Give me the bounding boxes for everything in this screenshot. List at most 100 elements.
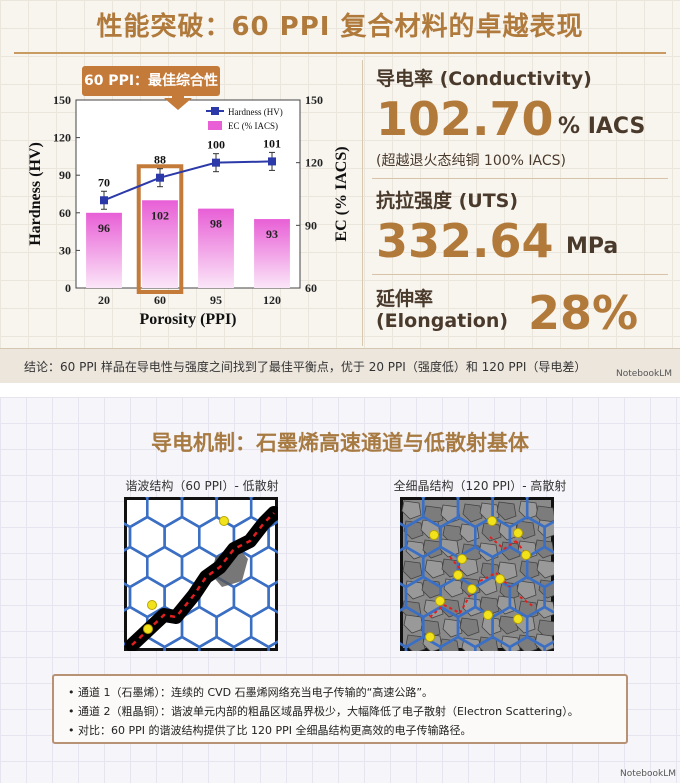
x-tick-label: 95 bbox=[210, 293, 222, 307]
scattering-path bbox=[519, 596, 535, 608]
hardness-point bbox=[100, 196, 108, 205]
note-item: • 对比：60 PPI 的谐波结构提供了比 120 PPI 全细晶结构更高效的电… bbox=[68, 724, 472, 737]
y2-tick-label: 60 bbox=[305, 281, 317, 295]
fine-grain bbox=[481, 522, 502, 542]
slide-title: 性能突破：60 PPI 复合材料的卓越表现 bbox=[96, 12, 584, 42]
chart-svg: 96 102 98 93 70 88 100 101 0 30 60 90 120 150 60 90 120 1… bbox=[27, 78, 350, 328]
electron bbox=[467, 584, 477, 594]
left-diagram-caption: 谐波结构（60 PPI）- 低散射 bbox=[125, 479, 279, 493]
hardness-value-label: 101 bbox=[263, 136, 281, 150]
fine-grain bbox=[536, 559, 554, 579]
y2-tick-label: 150 bbox=[305, 93, 323, 107]
fine-grain bbox=[534, 539, 554, 559]
note-item: • 通道 2（粗晶铜）：谐波单元内部的粗晶区域晶界极少，大幅降低了电子散射（El… bbox=[68, 705, 579, 718]
uts-label: 抗拉强度 (UTS) bbox=[376, 190, 519, 212]
y-tick-label: 0 bbox=[65, 281, 71, 295]
fine-grain bbox=[496, 595, 517, 615]
bar-value-label: 93 bbox=[266, 227, 278, 241]
hardness-point bbox=[156, 173, 164, 182]
y-tick-label: 150 bbox=[53, 93, 71, 107]
hardness-value-label: 100 bbox=[207, 138, 225, 152]
fine-grain bbox=[402, 560, 423, 580]
hardness-value-label: 70 bbox=[98, 175, 110, 189]
hardness-value-label: 88 bbox=[154, 153, 166, 167]
electron bbox=[429, 530, 439, 540]
slide-gap bbox=[0, 383, 680, 397]
hardness-point bbox=[212, 158, 220, 167]
harmonic-structure-diagram bbox=[124, 497, 278, 651]
fine-grain bbox=[403, 614, 424, 634]
fine-grain bbox=[462, 503, 483, 523]
graphene-cell bbox=[543, 640, 554, 651]
fine-grain bbox=[519, 560, 540, 580]
y-tick-label: 30 bbox=[59, 243, 71, 257]
bar-value-label: 102 bbox=[151, 208, 169, 222]
fine-grain bbox=[479, 596, 500, 616]
hardness-line bbox=[103, 160, 273, 202]
scattering-path bbox=[479, 572, 497, 582]
fine-grain bbox=[516, 580, 537, 600]
electron bbox=[147, 600, 157, 610]
fine-grain-structure-diagram bbox=[400, 497, 554, 651]
fine-grain bbox=[535, 599, 554, 619]
legend-label: Hardness (HV) bbox=[228, 107, 283, 117]
uts-value: 332.64 bbox=[376, 214, 554, 268]
electron bbox=[487, 516, 497, 526]
fine-grain bbox=[401, 500, 422, 520]
title-rule bbox=[14, 52, 666, 54]
y2-tick-label: 90 bbox=[305, 218, 317, 232]
watermark: NotebookLM bbox=[620, 769, 677, 779]
hardness-point bbox=[268, 157, 276, 166]
x-tick-label: 60 bbox=[154, 293, 166, 307]
fine-grain bbox=[459, 617, 480, 637]
metric-divider-2 bbox=[372, 274, 668, 275]
x-tick-label: 120 bbox=[263, 293, 281, 307]
legend-marker bbox=[211, 107, 219, 115]
graphene-cell bbox=[543, 580, 554, 614]
electron bbox=[521, 550, 531, 560]
electron bbox=[495, 574, 505, 584]
slide-mechanism: 导电机制：石墨烯高速通道与低散射基体 谐波结构（60 PPI）- 低散射 全细晶… bbox=[0, 397, 680, 783]
electron bbox=[513, 528, 523, 538]
divider bbox=[362, 60, 363, 346]
right-diagram-caption: 全细晶结构（120 PPI）- 高散射 bbox=[393, 479, 567, 493]
x-axis-label: Porosity (PPI) bbox=[139, 311, 236, 328]
fine-grain bbox=[500, 635, 521, 651]
x-tick-label: 20 bbox=[98, 293, 110, 307]
bar bbox=[142, 200, 178, 288]
slide-title: 导电机制：石墨烯高速通道与低散射基体 bbox=[151, 431, 529, 455]
fine-grain bbox=[518, 500, 539, 520]
electron bbox=[219, 516, 229, 526]
legend-bar-swatch bbox=[208, 121, 222, 130]
bar bbox=[254, 219, 290, 288]
notes-box: • 通道 1（石墨烯）：连续的 CVD 石墨烯网络充当电子传输的“高速公路”。 … bbox=[52, 674, 628, 744]
bar bbox=[198, 208, 234, 288]
electron-path bbox=[131, 512, 275, 646]
fine-grain bbox=[424, 559, 445, 579]
electron bbox=[453, 570, 463, 580]
y2-tick-label: 120 bbox=[305, 156, 323, 170]
electron bbox=[457, 554, 467, 564]
conductivity-value: 102.70 bbox=[376, 92, 554, 146]
slide-performance: 性能突破：60 PPI 复合材料的卓越表现 96 102 98 93 70 88 100 10… bbox=[0, 0, 680, 383]
conclusion-text: 结论：60 PPI 样品在导电性与强度之间找到了最佳平衡点，优于 20 PPI（… bbox=[24, 360, 587, 374]
highlight-frame bbox=[136, 164, 184, 294]
best-performance-callout: 60 PPI：最佳综合性能 bbox=[82, 66, 220, 119]
electron bbox=[513, 614, 523, 624]
electron bbox=[483, 610, 493, 620]
y-tick-label: 120 bbox=[53, 131, 71, 145]
bar-value-label: 96 bbox=[98, 221, 110, 235]
y2-axis-label: EC (% IACS) bbox=[333, 146, 350, 241]
y-axis-label: Hardness (HV) bbox=[27, 142, 44, 246]
conductivity-unit: % IACS bbox=[558, 114, 646, 139]
y-tick-label: 90 bbox=[59, 168, 71, 182]
bar-value-label: 98 bbox=[210, 217, 222, 231]
conclusion-bar: 结论：60 PPI 样品在导电性与强度之间找到了最佳平衡点，优于 20 PPI（… bbox=[0, 348, 680, 383]
conductivity-label: 导电率 (Conductivity) bbox=[376, 68, 592, 90]
electron bbox=[435, 596, 445, 606]
legend-label: EC (% IACS) bbox=[228, 121, 278, 131]
elongation-label-2: (Elongation) bbox=[376, 310, 509, 332]
note-item: • 通道 1（石墨烯）：连续的 CVD 石墨烯网络充当电子传输的“高速公路”。 bbox=[68, 686, 434, 699]
scattering-path bbox=[503, 540, 517, 550]
metric-divider-1 bbox=[372, 178, 668, 179]
